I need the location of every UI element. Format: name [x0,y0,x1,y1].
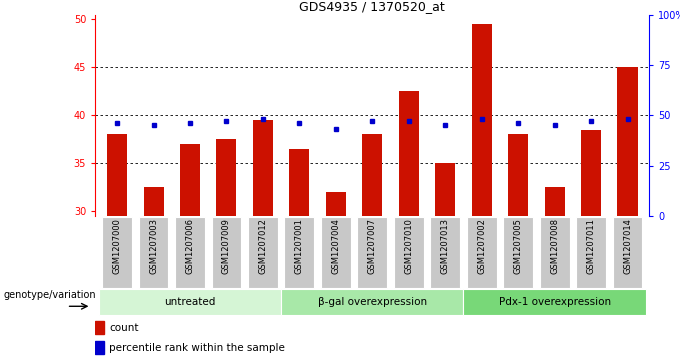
FancyBboxPatch shape [540,217,570,288]
Text: GSM1207007: GSM1207007 [368,218,377,274]
Bar [398,91,419,216]
Text: GSM1207010: GSM1207010 [405,218,413,274]
Text: GSM1207013: GSM1207013 [441,218,449,274]
FancyBboxPatch shape [613,217,643,288]
FancyBboxPatch shape [139,217,169,288]
FancyBboxPatch shape [284,217,314,288]
Bar [508,134,528,216]
Text: GSM1207014: GSM1207014 [623,218,632,274]
FancyBboxPatch shape [99,289,281,315]
Text: GSM1207003: GSM1207003 [149,218,158,274]
FancyBboxPatch shape [211,217,241,288]
FancyBboxPatch shape [503,217,533,288]
Bar [95,321,104,334]
Text: GSM1207001: GSM1207001 [295,218,304,274]
FancyBboxPatch shape [281,289,464,315]
Bar [253,120,273,216]
Text: GSM1207004: GSM1207004 [331,218,340,274]
FancyBboxPatch shape [102,217,132,288]
Bar [545,187,564,216]
Text: GSM1207005: GSM1207005 [513,218,523,274]
Text: untreated: untreated [165,297,216,307]
Bar [581,130,601,216]
FancyBboxPatch shape [321,217,351,288]
Text: genotype/variation: genotype/variation [4,290,97,301]
Bar [107,134,127,216]
Bar [435,163,455,216]
FancyBboxPatch shape [464,289,646,315]
Text: GSM1207002: GSM1207002 [477,218,486,274]
Bar [290,149,309,216]
Bar [617,67,638,216]
Bar [362,134,382,216]
FancyBboxPatch shape [394,217,424,288]
Bar [326,192,346,216]
Bar [143,187,164,216]
Bar [472,24,492,216]
Text: GSM1207011: GSM1207011 [587,218,596,274]
FancyBboxPatch shape [358,217,387,288]
Title: GDS4935 / 1370520_at: GDS4935 / 1370520_at [299,0,445,13]
Text: GSM1207008: GSM1207008 [550,218,559,274]
Text: GSM1207012: GSM1207012 [258,218,267,274]
Text: GSM1207009: GSM1207009 [222,218,231,274]
FancyBboxPatch shape [248,217,278,288]
Text: GSM1207006: GSM1207006 [186,218,194,274]
Text: GSM1207000: GSM1207000 [113,218,122,274]
FancyBboxPatch shape [175,217,205,288]
Text: count: count [109,323,139,333]
Bar [95,341,104,354]
Bar [180,144,200,216]
Bar [216,139,237,216]
FancyBboxPatch shape [430,217,460,288]
FancyBboxPatch shape [576,217,606,288]
FancyBboxPatch shape [466,217,496,288]
Text: percentile rank within the sample: percentile rank within the sample [109,343,285,353]
Text: Pdx-1 overexpression: Pdx-1 overexpression [498,297,611,307]
Text: β-gal overexpression: β-gal overexpression [318,297,427,307]
